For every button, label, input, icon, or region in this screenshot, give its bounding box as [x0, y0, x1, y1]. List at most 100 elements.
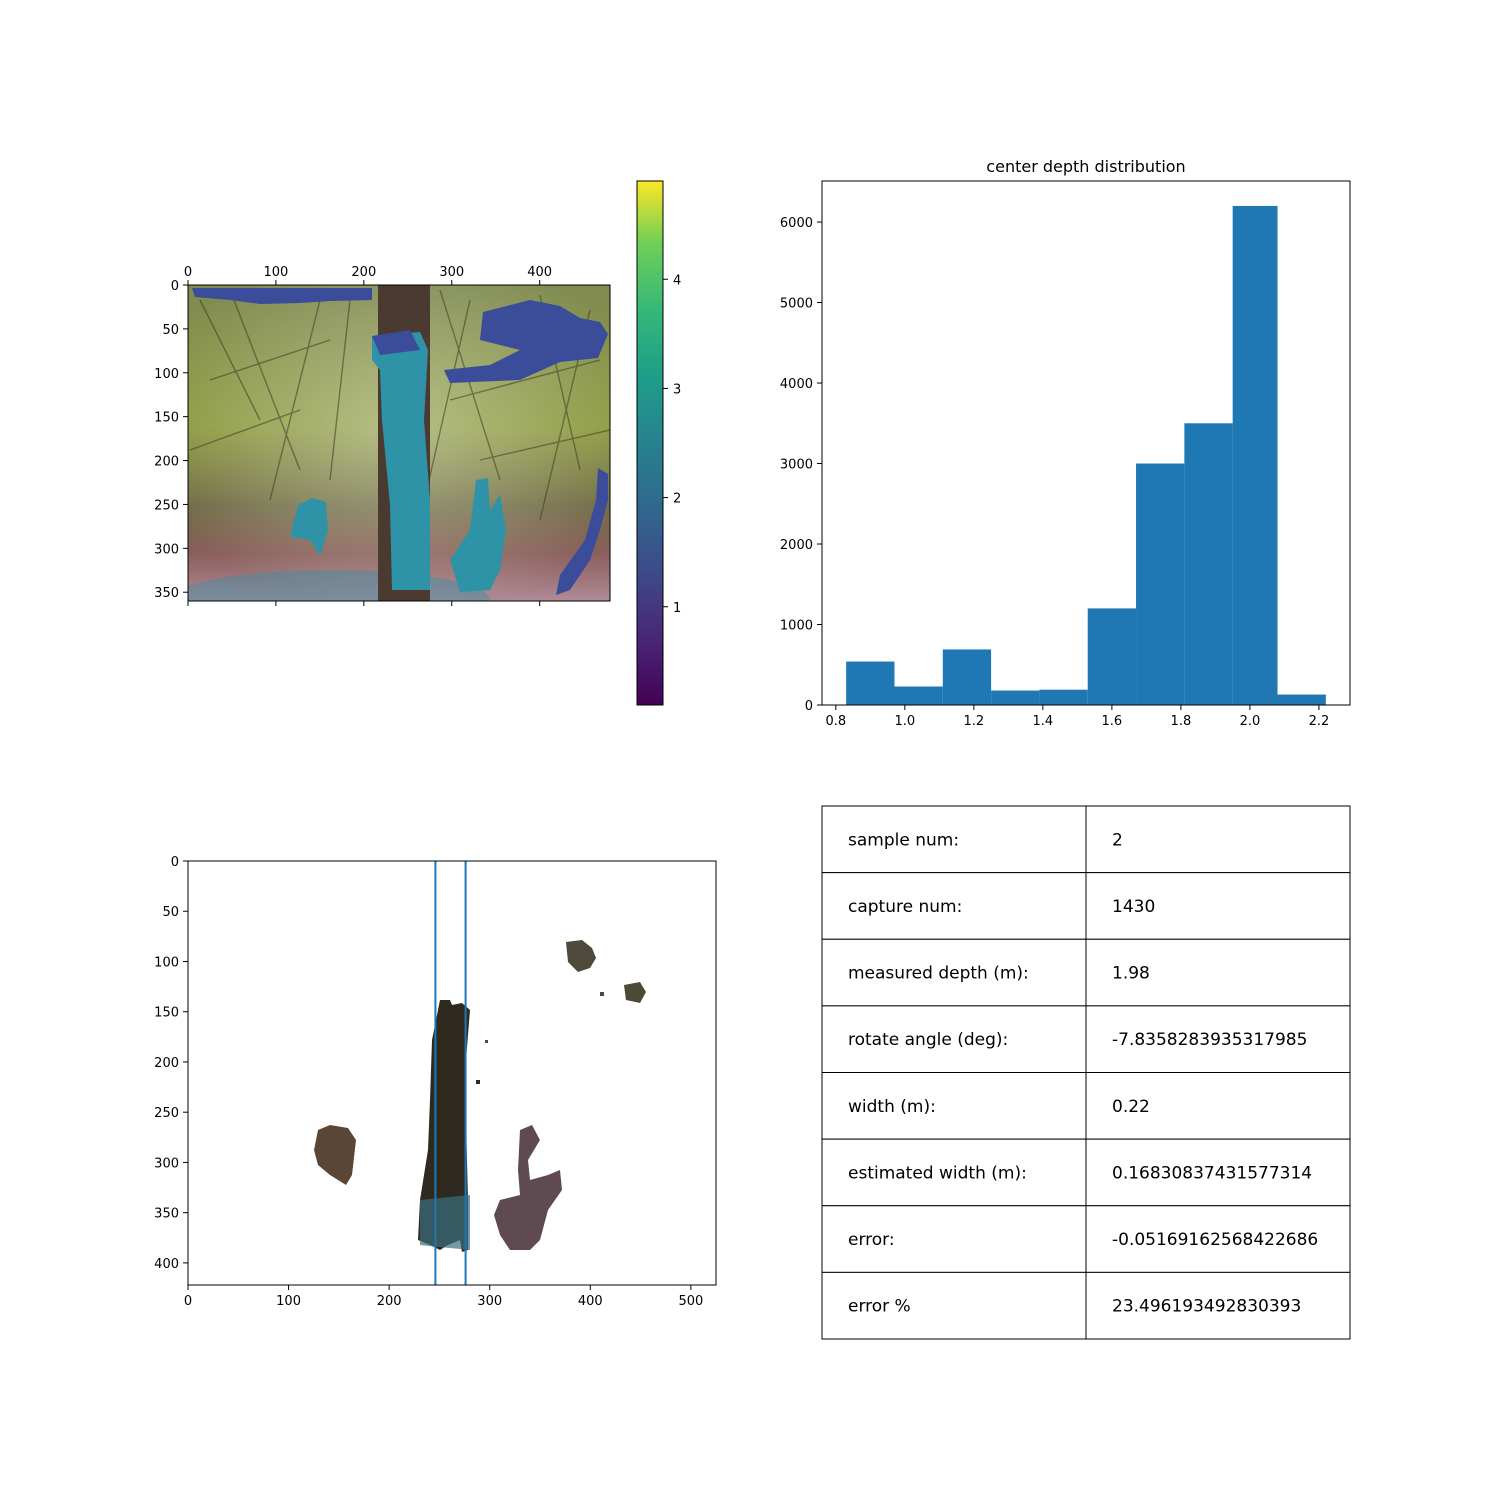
histogram-bar [1232, 205, 1278, 705]
histogram-panel: center depth distribution 0.8 1.0 1.2 1.4 1.… [780, 157, 1351, 729]
overlay-x-tick-label: 200 [351, 265, 376, 280]
histogram-y-ticks: 0 1000 2000 3000 4000 5000 6000 [780, 216, 822, 714]
point-cloud-x-tick-label: 400 [578, 1294, 603, 1309]
table-cell [821, 805, 1087, 874]
overlay-axes-frame [187, 284, 611, 602]
table-cell [1085, 872, 1351, 940]
table-label: capture num: [848, 897, 962, 917]
table-cell [1085, 1072, 1351, 1140]
overlay-y-tick-label: 350 [154, 586, 179, 601]
table-cell [1085, 1005, 1351, 1073]
table-cell [1085, 805, 1351, 874]
colorbar-tick-label: 1 [673, 601, 681, 616]
point-cloud-x-tick-label: 300 [477, 1294, 502, 1309]
histogram-bar [1277, 694, 1326, 705]
histogram-x-tick-label: 2.0 [1240, 714, 1261, 729]
point-cloud-y-ticks: 0 50 100 150 200 250 300 350 400 [154, 855, 188, 1272]
histogram-bar [1087, 608, 1137, 705]
table-label: estimated width (m): [848, 1163, 1027, 1183]
table-value: 2 [1112, 830, 1123, 850]
point-cloud-y-tick-label: 300 [154, 1156, 179, 1171]
colorbar [637, 181, 663, 705]
point-cloud-y-tick-label: 250 [154, 1106, 179, 1121]
point-cloud-x-tick-label: 500 [678, 1294, 703, 1309]
histogram-bar [846, 661, 895, 705]
histogram-bar [942, 649, 992, 705]
histogram-bar [1039, 689, 1088, 705]
point-cloud-x-tick-label: 100 [276, 1294, 301, 1309]
histogram-bar [894, 686, 943, 705]
overlay-y-tick-label: 200 [154, 455, 179, 470]
histogram-y-tick-label: 6000 [780, 216, 813, 231]
center-vertical-lines [434, 861, 467, 1285]
table-label: error: [848, 1230, 895, 1250]
table-value: 1430 [1112, 897, 1155, 917]
histogram-bar [1136, 463, 1185, 705]
histogram-x-tick-label: 1.4 [1033, 714, 1054, 729]
table-cell [821, 1271, 1087, 1340]
overlay-y-tick-label: 300 [154, 542, 179, 557]
colorbar-ticks: 1 2 3 4 [663, 273, 681, 616]
histogram-title: center depth distribution [986, 157, 1185, 176]
overlay-x-ticks: 0 100 200 300 400 [184, 265, 552, 606]
histogram-bar [1184, 423, 1233, 705]
histogram-axes-frame [821, 180, 1351, 706]
point-cloud-x-tick-label: 200 [377, 1294, 402, 1309]
colorbar-tick-label: 2 [673, 492, 681, 507]
point-cloud-axes-frame [187, 860, 717, 1286]
histogram-x-ticks: 0.8 1.0 1.2 1.4 1.6 1.8 2.0 2.2 [825, 705, 1329, 729]
table-value: 1.98 [1112, 964, 1150, 984]
table-label: sample num: [848, 830, 959, 850]
point-cloud-panel: 0 100 200 300 400 500 0 50 100 150 200 250 300 350 40… [154, 855, 717, 1309]
point-cloud-y-tick-label: 200 [154, 1056, 179, 1071]
histogram-y-tick-label: 3000 [780, 458, 813, 473]
table-cell [821, 872, 1087, 940]
point-cloud-y-tick-label: 150 [154, 1006, 179, 1021]
point-cloud-y-tick-label: 400 [154, 1257, 179, 1272]
point-cloud-y-tick-label: 0 [171, 855, 179, 870]
colorbar-tick-label: 3 [673, 382, 681, 397]
overlay-y-tick-label: 250 [154, 498, 179, 513]
overlay-y-tick-label: 0 [171, 279, 179, 294]
overlay-y-ticks: 0 50 100 150 200 250 300 350 [154, 279, 188, 601]
histogram-bars [846, 205, 1326, 705]
depth-overlay-panel: 0 100 200 300 400 0 50 100 150 200 250 300 350 1 2 3 4 [154, 180, 681, 706]
table-cell [821, 1205, 1087, 1273]
colorbar-tick-label: 4 [673, 273, 681, 288]
depth-overlay-image [188, 285, 610, 601]
overlay-x-tick-label: 400 [527, 265, 552, 280]
table-value: 0.22 [1112, 1097, 1150, 1117]
histogram-bar [991, 690, 1040, 705]
table-label: measured depth (m): [848, 964, 1029, 984]
histogram-x-tick-label: 1.6 [1102, 714, 1123, 729]
overlay-y-tick-label: 50 [162, 323, 179, 338]
histogram-x-tick-label: 0.8 [825, 714, 846, 729]
histogram-y-tick-label: 5000 [780, 297, 813, 312]
histogram-y-tick-label: 4000 [780, 377, 813, 392]
table-cell [821, 1005, 1087, 1073]
overlay-x-tick-label: 0 [184, 265, 192, 280]
colorbar-frame [636, 180, 664, 706]
overlay-y-tick-label: 100 [154, 367, 179, 382]
histogram-x-tick-label: 1.0 [894, 714, 915, 729]
table-value: 0.16830837431577314 [1112, 1163, 1312, 1183]
point-cloud-y-tick-label: 50 [162, 905, 179, 920]
table-cell [1085, 938, 1351, 1007]
table-cell [1085, 1205, 1351, 1273]
histogram-x-tick-label: 1.8 [1171, 714, 1192, 729]
table-value: 23.496193492830393 [1112, 1297, 1301, 1317]
table-value: -7.8358283935317985 [1112, 1030, 1307, 1050]
point-cloud-x-ticks: 0 100 200 300 400 500 [184, 1285, 703, 1309]
table-label: error % [848, 1297, 911, 1317]
histogram-x-tick-label: 1.2 [963, 714, 984, 729]
table-value: -0.05169162568422686 [1112, 1230, 1318, 1250]
point-cloud-image [314, 940, 646, 1252]
histogram-y-tick-label: 1000 [780, 619, 813, 634]
results-table: sample num: 2 capture num: 1430 measured dep… [821, 805, 1351, 1340]
table-cell [1085, 1271, 1351, 1340]
histogram-y-tick-label: 0 [805, 699, 813, 714]
table-label: width (m): [848, 1097, 936, 1117]
overlay-y-tick-label: 150 [154, 411, 179, 426]
point-cloud-y-tick-label: 350 [154, 1207, 179, 1222]
